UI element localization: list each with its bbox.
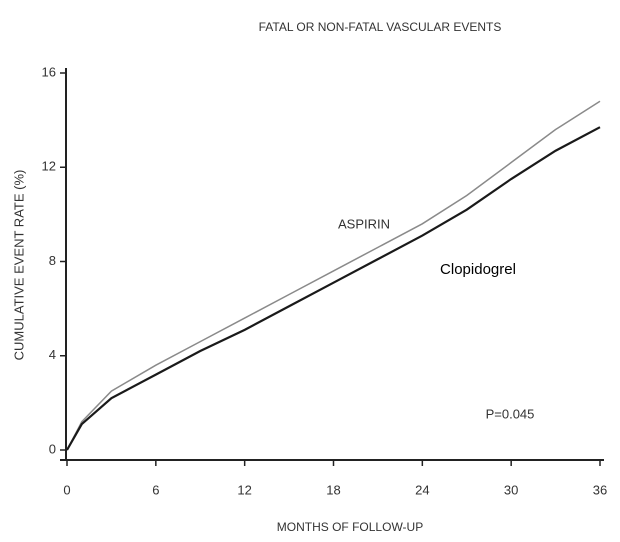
y-tick-label: 16 [42,64,56,79]
x-tick-label: 6 [152,482,159,497]
annotation: ASPIRIN [338,216,390,231]
annotation: P=0.045 [486,406,535,421]
series-line [66,100,601,451]
x-axis-label: MONTHS OF FOLLOW-UP [277,520,423,534]
x-tick-label: 0 [63,482,70,497]
y-tick-label: 8 [49,253,56,268]
y-axis-label: CUMULATIVE EVENT RATE (%) [11,170,26,361]
x-tick-label: 36 [593,482,607,497]
x-tick-label: 30 [504,482,518,497]
y-tick-label: 0 [49,441,56,456]
series-line [66,126,601,451]
annotation: Clopidogrel [440,261,516,278]
y-tick-label: 4 [49,347,56,362]
x-tick-label: 12 [237,482,251,497]
x-tick-label: 18 [326,482,340,497]
y-tick-label: 12 [42,159,56,174]
x-tick-label: 24 [415,482,429,497]
chart-title: FATAL OR NON-FATAL VASCULAR EVENTS [259,20,502,34]
